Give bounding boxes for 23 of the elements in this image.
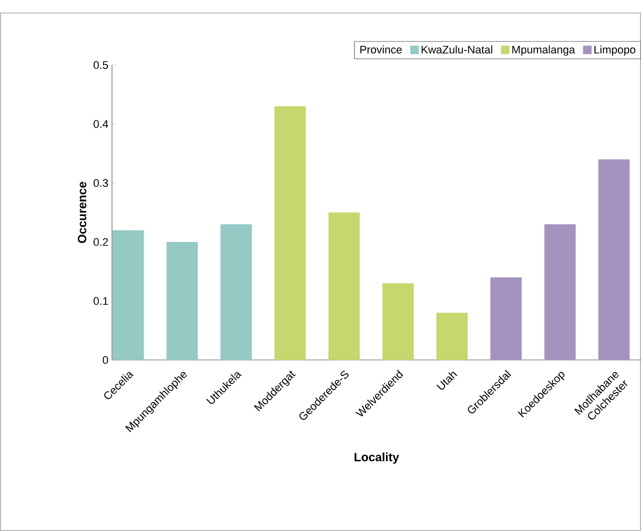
bar [166,242,198,360]
legend-label: KwaZulu-Natal [422,45,492,54]
y-tick-label: 0.3 [94,179,108,187]
x-tick-label: Utah [436,372,458,390]
y-tick-label: 0.4 [94,120,108,128]
bar [382,283,414,360]
bar [544,224,576,360]
bar [490,277,522,360]
bar [598,159,630,360]
y-tick-label: 0.1 [94,297,108,305]
y-tick-label: 0.5 [94,61,108,69]
x-axis-title: Locality [354,452,400,464]
legend-title: Province [360,45,402,54]
y-tick-label: 0 [102,356,108,364]
legend-label: Mpumalanga [512,45,576,56]
bar [274,106,306,360]
y-axis-title: Occurence [78,182,86,244]
bar [328,212,360,360]
y-tick-label: 0.2 [94,238,108,246]
bar [220,224,252,360]
bar [112,230,144,360]
legend-label: Limpopo [594,45,636,56]
bar [436,312,468,360]
